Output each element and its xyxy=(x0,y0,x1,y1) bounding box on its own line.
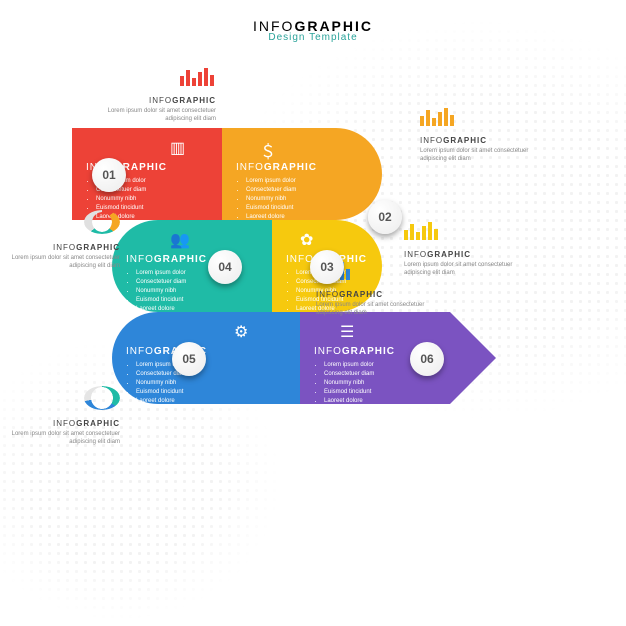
arc-icon xyxy=(84,386,120,410)
callout-text: Lorem ipsum dolor sit amet consectetuer … xyxy=(96,107,216,124)
segment-bullet: Nonummy nibh xyxy=(324,379,436,388)
segment-bullet: Nonummy nibh xyxy=(136,287,258,296)
segment-02: ＄INFOGRAPHIC Lorem ipsum dolorConsectetue… xyxy=(222,128,382,220)
segment-list: Lorem ipsum dolorConsectetuer diamNonumm… xyxy=(126,361,286,406)
plant-icon: ✿ xyxy=(300,230,313,250)
segment-bullet: Nonummy nibh xyxy=(96,195,208,204)
segment-title: INFOGRAPHIC xyxy=(236,162,368,173)
segment-bullet: Nonummy nibh xyxy=(246,195,368,204)
step-number-04: 04 xyxy=(208,250,242,284)
segment-bullet: Consectetuer diam xyxy=(136,278,258,287)
segment-list: Lorem ipsum dolorConsectetuer diamNonumm… xyxy=(236,177,368,222)
segment-bullet: Consectetuer diam xyxy=(246,186,368,195)
callout-title: INFOGRAPHIC xyxy=(0,243,120,252)
step-number-02: 02 xyxy=(368,200,402,234)
callout-text: Lorem ipsum dolor sit amet consectetuer … xyxy=(316,301,436,318)
segment-bullet: Laoreet dolore xyxy=(324,397,436,406)
callout-title: INFOGRAPHIC xyxy=(420,136,540,145)
callout-title: INFOGRAPHIC xyxy=(316,290,436,299)
segment-bullet: Nonummy nibh xyxy=(136,379,286,388)
header-subtitle: Design Template xyxy=(0,32,626,43)
segment-bullet: Euismod tincidunt xyxy=(136,296,258,305)
users-icon: 👥 xyxy=(170,230,190,250)
callout-1: INFOGRAPHIC Lorem ipsum dolor sit amet co… xyxy=(96,68,216,124)
chart-bars-icon: ▥ xyxy=(170,138,185,158)
step-number-05: 05 xyxy=(172,342,206,376)
segment-bullet: Lorem ipsum dolor xyxy=(246,177,368,186)
segment-title: INFOGRAPHIC xyxy=(126,346,286,357)
callout-text: Lorem ipsum dolor sit amet consectetuer … xyxy=(420,147,540,164)
gear-icon: ⚙ xyxy=(234,322,248,342)
callout-title: INFOGRAPHIC xyxy=(0,419,120,428)
callout-2: INFOGRAPHIC Lorem ipsum dolor sit amet co… xyxy=(420,108,540,164)
segment-05: ⚙ INFOGRAPHIC Lorem ipsum dolorConsectetue… xyxy=(112,312,300,404)
pie-icon xyxy=(84,210,120,234)
bars-icon xyxy=(404,222,440,246)
step-number-06: 06 xyxy=(410,342,444,376)
segment-bullet: Laoreet dolore xyxy=(136,397,286,406)
callout-text: Lorem ipsum dolor sit amet consectetuer … xyxy=(0,430,120,447)
dollar-icon: ＄ xyxy=(260,138,276,162)
infographic-stage: INFOGRAPHIC Design Template ▥ INFOGRAPHIC… xyxy=(0,0,626,626)
arrow-head xyxy=(450,312,496,404)
callout-3: INFOGRAPHIC Lorem ipsum dolor sit amet co… xyxy=(0,210,120,271)
segment-bullet: Lorem ipsum dolor xyxy=(136,361,286,370)
segment-04: 👥INFOGRAPHICLorem ipsum dolorConsectetue… xyxy=(112,220,272,312)
bars-icon xyxy=(420,108,456,132)
segment-bullet: Euismod tincidunt xyxy=(246,204,368,213)
bars-icon xyxy=(180,68,216,92)
checklist-icon: ☰ xyxy=(340,322,354,342)
step-number-01: 01 xyxy=(92,158,126,192)
segment-bullet: Euismod tincidunt xyxy=(136,388,286,397)
header: INFOGRAPHIC Design Template xyxy=(0,18,626,43)
callout-title: INFOGRAPHIC xyxy=(96,96,216,105)
callout-title: INFOGRAPHIC xyxy=(404,250,524,259)
callout-6: INFOGRAPHIC Lorem ipsum dolor sit amet co… xyxy=(0,386,120,447)
callout-text: Lorem ipsum dolor sit amet consectetuer … xyxy=(0,254,120,271)
segment-bullet: Consectetuer diam xyxy=(136,370,286,379)
step-number-03: 03 xyxy=(310,250,344,284)
segment-bullet: Euismod tincidunt xyxy=(324,388,436,397)
